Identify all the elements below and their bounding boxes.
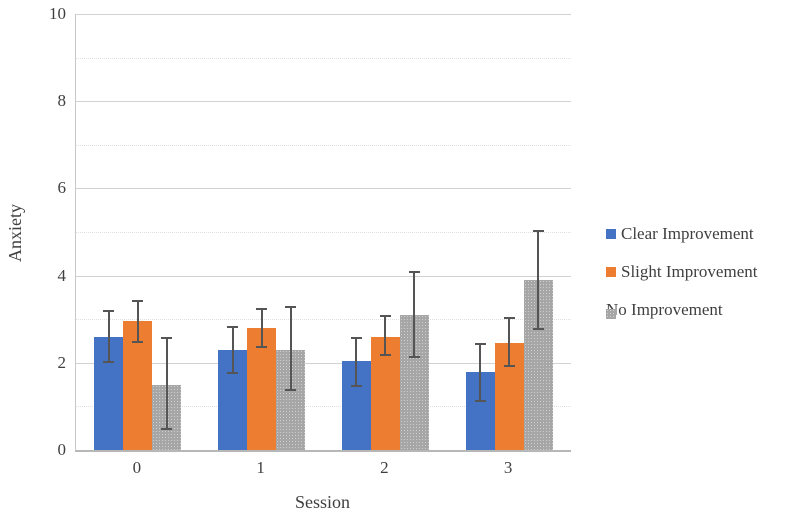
error-stem xyxy=(384,314,387,357)
error-stem xyxy=(107,310,110,363)
error-stem xyxy=(479,343,482,403)
error-stem xyxy=(355,336,358,387)
legend-item-slight-improvement: Slight Improvement xyxy=(606,262,757,281)
gridline xyxy=(76,406,571,408)
error-cap-bottom xyxy=(256,345,268,348)
legend: Clear Improvement Slight Improvement No … xyxy=(606,224,757,319)
error-bar-no-improvement-session-2 xyxy=(408,271,420,359)
gridline xyxy=(76,188,571,190)
error-bar-slight-improvement-session-2 xyxy=(379,314,391,357)
bar-slight-improvement-session-1 xyxy=(247,327,277,450)
error-bar-no-improvement-session-0 xyxy=(161,336,173,431)
y-tick-label: 6 xyxy=(57,178,67,198)
legend-swatch-no-improvement xyxy=(606,309,616,319)
legend-swatch-clear-improvement xyxy=(606,228,616,239)
gridline xyxy=(76,14,571,15)
error-cap-bottom xyxy=(379,354,391,357)
y-tick-label: 8 xyxy=(57,91,67,111)
y-axis-title: Anxiety xyxy=(5,204,25,262)
legend-swatch-slight-improvement xyxy=(606,266,616,277)
gridline xyxy=(76,144,571,146)
gridline xyxy=(76,57,571,59)
error-stem xyxy=(289,306,292,392)
error-stem xyxy=(136,299,139,344)
legend-label-no-improvement: No Improvement xyxy=(606,300,723,319)
error-stem xyxy=(231,325,234,374)
y-tick-label: 0 xyxy=(57,440,67,459)
x-tick-label: 0 xyxy=(132,458,142,477)
error-cap-bottom xyxy=(132,341,144,344)
error-cap-bottom xyxy=(227,371,239,374)
error-stem xyxy=(508,317,511,368)
error-stem xyxy=(413,271,416,359)
error-cap-bottom xyxy=(103,360,115,363)
error-stem xyxy=(537,229,540,331)
gridline xyxy=(76,362,571,364)
x-tick-label: 2 xyxy=(380,458,389,477)
gridline xyxy=(76,319,571,321)
error-cap-bottom xyxy=(408,356,420,359)
legend-label-clear-improvement: Clear Improvement xyxy=(621,224,754,243)
error-bar-clear-improvement-session-0 xyxy=(103,310,115,363)
x-tick-label: 1 xyxy=(256,458,265,477)
x-axis-title: Session xyxy=(294,492,350,512)
y-tick-label: 10 xyxy=(49,4,66,23)
y-tick-label: 4 xyxy=(57,265,67,285)
error-bar-no-improvement-session-3 xyxy=(532,229,544,331)
legend-item-clear-improvement: Clear Improvement xyxy=(606,224,757,243)
plot-area xyxy=(75,14,571,452)
error-stem xyxy=(260,308,263,348)
legend-item-no-improvement: No Improvement xyxy=(606,300,757,319)
error-bar-clear-improvement-session-3 xyxy=(474,343,486,403)
error-bar-slight-improvement-session-3 xyxy=(503,317,515,368)
error-cap-bottom xyxy=(161,428,173,431)
error-cap-bottom xyxy=(285,389,297,392)
error-bar-slight-improvement-session-1 xyxy=(256,308,268,348)
error-bar-clear-improvement-session-2 xyxy=(350,336,362,387)
x-tick-label: 3 xyxy=(503,458,513,477)
error-cap-bottom xyxy=(532,328,544,331)
error-bar-no-improvement-session-1 xyxy=(285,306,297,392)
gridline xyxy=(76,101,571,103)
error-bar-slight-improvement-session-0 xyxy=(132,299,144,344)
gridline xyxy=(76,275,571,277)
error-stem xyxy=(165,336,168,431)
error-cap-bottom xyxy=(503,365,515,368)
error-cap-bottom xyxy=(474,400,486,403)
y-tick-label: 2 xyxy=(57,352,67,372)
gridline xyxy=(76,232,571,233)
error-bar-clear-improvement-session-1 xyxy=(227,325,239,374)
error-cap-bottom xyxy=(350,384,362,387)
legend-label-slight-improvement: Slight Improvement xyxy=(621,262,758,281)
